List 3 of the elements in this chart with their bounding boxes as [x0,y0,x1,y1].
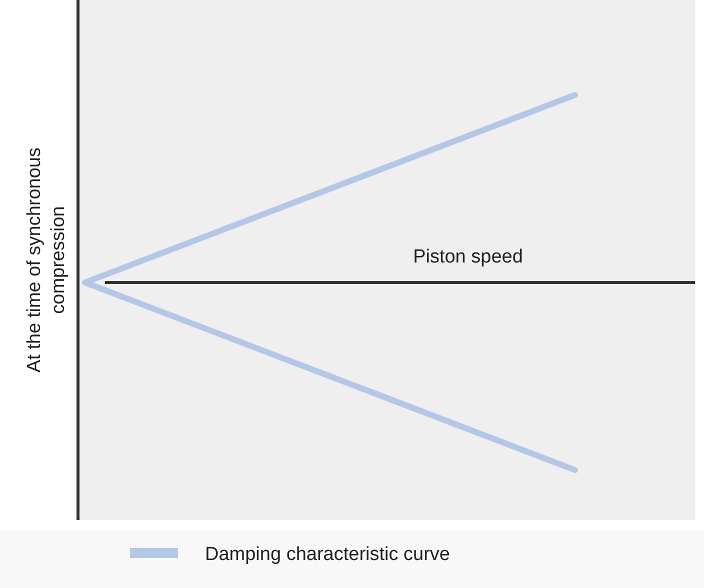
y-axis-title: At the time of synchronous compression [24,148,69,372]
legend-label: Damping characteristic curve [205,544,450,565]
x-axis-title: Piston speed [413,246,523,268]
